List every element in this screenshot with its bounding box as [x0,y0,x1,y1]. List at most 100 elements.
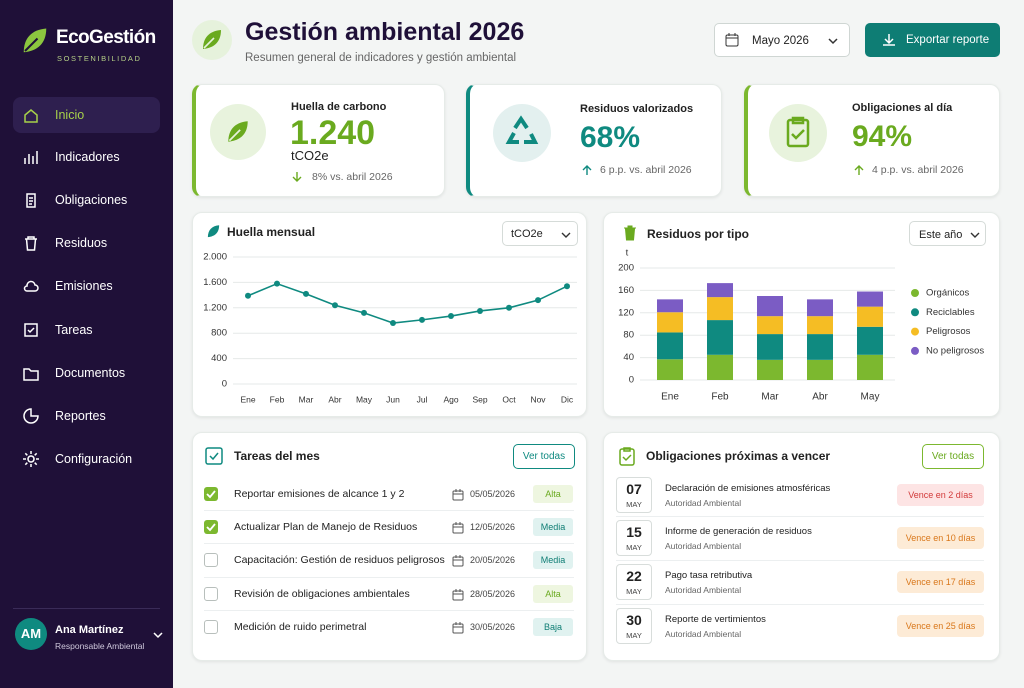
day: 07 [626,481,642,497]
kpi-unit: tCO2e [291,148,329,163]
task-text: Reportar emisiones de alcance 1 y 2 [234,488,405,500]
status-badge: Vence en 17 días [897,571,984,593]
period-select[interactable]: Este año [909,221,986,246]
row-divider [204,543,574,544]
sidebar: EcoGestión SOSTENIBILIDAD Inicio Indicado… [0,0,173,688]
authority: Autoridad Ambiental [665,629,742,639]
unit-select[interactable]: tCO2e [502,221,578,246]
kpi-change: 4 p.p. vs. abril 2026 [872,164,964,176]
selector: tCO2e [511,228,543,240]
nav-icon [22,321,40,343]
nav-icon [22,364,40,386]
nav-icon [22,106,40,128]
checkbox[interactable] [204,620,218,634]
nav-icon [22,450,40,472]
nav-label: Inicio [55,108,85,122]
nav-label: Emisiones [55,279,113,293]
header-icon [192,20,232,60]
task-date: 05/05/2026 [470,489,516,499]
kpi-icon [769,104,827,162]
task-text: Medición de ruido perimetral [234,621,367,633]
calendar-icon [452,554,464,572]
priority-badge: Media [533,551,573,569]
obligation-title: Declaración de emisiones atmosféricas [665,483,831,494]
nav-label: Reportes [55,409,106,423]
user-menu[interactable] [153,630,163,640]
chevron [970,232,980,238]
day: 22 [626,568,642,584]
selector: Este año [919,229,963,241]
nav-icon [22,148,40,170]
task-text: Actualizar Plan de Manejo de Residuos [234,521,418,533]
row-divider [616,604,984,605]
priority-badge: Baja [533,618,573,636]
day: 30 [626,612,642,628]
calendar-icon [725,33,739,47]
line-panel: Huella mensual tCO2e [192,212,587,417]
kpi-change: 8% vs. abril 2026 [312,171,393,183]
export-button[interactable]: Exportar reporte [865,23,1000,57]
obligation-title: Pago tasa retributiva [665,570,753,581]
kpi-label: Obligaciones al día [852,102,953,114]
user-role: Responsable Ambiental [55,641,145,651]
view-all[interactable]: Ver todas [922,444,984,469]
obligation-title: Reporte de vertimientos [665,614,766,625]
date-box: 30 MAY [616,608,652,644]
nav-label: Indicadores [55,150,120,164]
period-select[interactable]: Mayo 2026 [714,23,850,57]
task-date: 28/05/2026 [470,589,516,599]
checkbox[interactable] [204,587,218,601]
avatar[interactable]: AM [15,618,47,650]
kpi-label: Residuos valorizados [580,103,694,115]
nav-label: Configuración [55,452,133,466]
status-badge: Vence en 2 días [897,484,984,506]
page-title: Gestión ambiental 2026 [245,18,525,46]
checkbox[interactable] [204,553,218,567]
kpi-card: Obligaciones al día 94% 4 p.p. vs. abril… [744,84,1000,197]
obligation-title: Informe de generación de residuos [665,526,812,537]
month: MAY [626,543,642,552]
task-date: 12/05/2026 [470,522,516,532]
view-all[interactable]: Ver todas [513,444,575,469]
brand: EcoGestión [56,27,156,48]
panel-title: Huella mensual [227,225,316,239]
panel-icon [619,447,635,466]
nav-item[interactable]: Reportes [13,398,160,434]
bar-panel: Residuos por tipo Este año [603,212,1000,417]
logo-icon [23,28,47,53]
calendar-icon [452,488,464,506]
checkbox[interactable] [204,520,218,534]
nav-item[interactable]: Indicadores [13,139,160,175]
nav-icon [22,191,40,213]
trend-up [854,165,864,175]
nav-item[interactable]: Inicio [13,97,160,133]
checkbox[interactable] [204,487,218,501]
nav-label: Residuos [55,236,108,250]
task-date: 20/05/2026 [470,555,516,565]
kpi-card: Huella de carbono 1.240 tCO2e 8% vs. abr… [192,84,445,197]
nav-item[interactable]: Residuos [13,225,160,261]
calendar-icon [452,521,464,539]
export-label: Exportar reporte [906,34,990,46]
month: MAY [626,500,642,509]
nav-item[interactable]: Emisiones [13,268,160,304]
month: MAY [626,587,642,596]
nav-item[interactable]: Configuración [13,441,160,477]
authority: Autoridad Ambiental [665,541,742,551]
nav-label: Obligaciones [55,193,128,207]
kpi-icon [493,104,551,162]
kpi-change: 6 p.p. vs. abril 2026 [600,164,692,176]
calendar-icon [452,588,464,606]
calendar-icon [452,621,464,639]
authority: Autoridad Ambiental [665,498,742,508]
nav-item[interactable]: Documentos [13,355,160,391]
chevron [561,232,571,238]
nav-icon [22,407,40,429]
nav-item[interactable]: Tareas [13,312,160,348]
nav-item[interactable]: Obligaciones [13,182,160,218]
user-name: Ana Martínez [55,624,124,636]
panel-title: Obligaciones próximas a vencer [646,449,831,463]
tasks-panel: Tareas del mes Ver todas [192,432,587,661]
chevron [828,38,838,45]
